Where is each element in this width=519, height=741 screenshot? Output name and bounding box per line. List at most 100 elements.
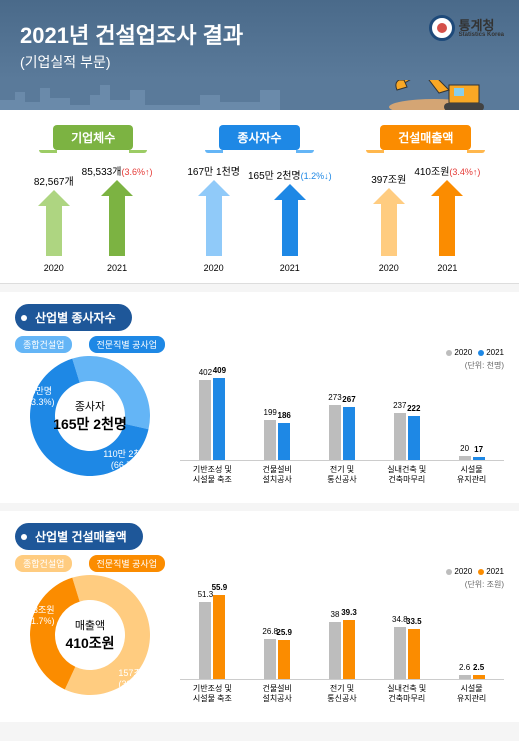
bars: 51.3 55.9 26.8 25.9 38 39.3 34.8 33.5 2.… <box>180 580 504 680</box>
arrow: 85,533개(3.6%↑) 2021 <box>82 163 153 273</box>
arrow-value: 85,533개(3.6%↑) <box>82 163 153 178</box>
arrow-value: 82,567개 <box>34 173 74 188</box>
bar-group: 20 17 <box>459 456 485 460</box>
bar-labels: 기반조성 및시설물 축조건물설비설치공사전기 및통신공사실내건축 및건축마무리시… <box>180 684 504 703</box>
arrow-year: 2020 <box>187 263 240 273</box>
bar-group: 34.8 33.5 <box>394 627 420 679</box>
section-title-1: 산업별 종사자수 <box>15 304 132 331</box>
bar: 186 <box>278 423 290 460</box>
bars: 402 409 199 186 273 267 237 222 20 17 <box>180 361 504 461</box>
donut-center: 종사자 165만 2천명 <box>53 398 127 434</box>
arrow: 410조원(3.4%↑) 2021 <box>414 163 480 273</box>
logo: 통계청 Statistics Korea <box>429 15 504 41</box>
arrow-value: 397조원 <box>371 171 406 186</box>
bar: 26.8 <box>264 639 276 679</box>
bar-group: 51.3 55.9 <box>199 595 225 679</box>
bar: 222 <box>408 416 420 460</box>
bar-group: 273 267 <box>329 405 355 460</box>
legend: 20202021 <box>180 567 504 576</box>
bar-label: 건물설비설치공사 <box>255 465 300 484</box>
metric-tab: 종사자수 <box>219 125 299 150</box>
header: 2021년 건설업조사 결과 (기업실적 부문) 통계청 Statistics … <box>0 0 519 80</box>
bar: 25.9 <box>278 640 290 679</box>
bar-label: 건물설비설치공사 <box>255 684 300 703</box>
donut-value: 253조원(61.7%) <box>23 605 55 627</box>
bar-label: 시설물유지관리 <box>449 684 494 703</box>
donut-center: 매출액 410조원 <box>65 617 114 653</box>
arrow-icon <box>198 180 230 256</box>
bar-label: 전기 및통신공사 <box>319 465 364 484</box>
bar: 267 <box>343 407 355 460</box>
arrow-icon <box>274 184 306 256</box>
bar: 39.3 <box>343 620 355 679</box>
chart-unit: (단위: 조원) <box>465 579 504 590</box>
arrow-value: 167만 1천명 <box>187 163 240 178</box>
excavator-icon <box>379 80 499 110</box>
bar-chart-employees: 20202021 (단위: 천명) 402 409 199 186 273 267… <box>180 348 504 484</box>
arrows: 167만 1천명 2020165만 2천명(1.2%↓) 2021 <box>176 163 342 273</box>
metric-tab: 건설매출액 <box>380 125 471 150</box>
bar: 17 <box>473 457 485 460</box>
bar-label: 실내건축 및건축마무리 <box>384 684 429 703</box>
bar: 51.3 <box>199 602 211 679</box>
metric-tab: 기업체수 <box>53 125 133 150</box>
bar: 38 <box>329 622 341 679</box>
logo-text: 통계청 Statistics Korea <box>459 19 504 38</box>
donut-value: 55만명(33.3%) <box>23 386 55 408</box>
arrow-year: 2021 <box>414 263 480 273</box>
bar-group: 237 222 <box>394 413 420 460</box>
arrow-value: 410조원(3.4%↑) <box>414 163 480 178</box>
bar-group: 38 39.3 <box>329 620 355 679</box>
arrow-year: 2021 <box>82 263 153 273</box>
top-metrics: 기업체수82,567개 202085,533개(3.6%↑) 2021종사자수1… <box>0 110 519 284</box>
bar-label: 시설물유지관리 <box>449 465 494 484</box>
arrow-year: 2020 <box>371 263 406 273</box>
bar: 33.5 <box>408 629 420 679</box>
arrow-icon <box>431 180 463 256</box>
donut-revenue: 종합건설업 전문직별 공사업 253조원(61.7%) 157조원(38.3%)… <box>15 560 165 710</box>
bar: 2.6 <box>459 675 471 679</box>
donut-value: 157조원(38.3%) <box>118 668 150 690</box>
arrow-year: 2021 <box>248 263 332 273</box>
section-title-2: 산업별 건설매출액 <box>15 523 143 550</box>
arrow: 397조원 2020 <box>371 171 406 273</box>
arrow: 167만 1천명 2020 <box>187 163 240 273</box>
bar-label: 전기 및통신공사 <box>319 684 364 703</box>
bar-group: 26.8 25.9 <box>264 639 290 679</box>
header-silhouette <box>0 80 519 110</box>
metric-group: 종사자수167만 1천명 2020165만 2천명(1.2%↓) 2021 <box>176 125 342 273</box>
bar: 237 <box>394 413 406 460</box>
bar: 409 <box>213 378 225 460</box>
donut-seg-label: 전문직별 공사업 <box>89 555 165 572</box>
donut-seg-label: 종합건설업 <box>15 555 72 572</box>
bar: 20 <box>459 456 471 460</box>
arrows: 397조원 2020410조원(3.4%↑) 2021 <box>343 163 509 273</box>
bar: 55.9 <box>213 595 225 679</box>
donut-value: 110만 2천명(66.7%) <box>103 449 150 471</box>
bar: 199 <box>264 420 276 460</box>
bar-chart-revenue: 20202021 (단위: 조원) 51.3 55.9 26.8 25.9 38 … <box>180 567 504 703</box>
page-subtitle: (기업실적 부문) <box>20 52 499 72</box>
bar: 402 <box>199 380 211 460</box>
legend: 20202021 <box>180 348 504 357</box>
bar-group: 402 409 <box>199 378 225 460</box>
section-revenue: 산업별 건설매출액 종합건설업 전문직별 공사업 253조원(61.7%) 15… <box>0 511 519 722</box>
bar-group: 2.6 2.5 <box>459 675 485 679</box>
donut-seg-label: 전문직별 공사업 <box>89 336 165 353</box>
arrows: 82,567개 202085,533개(3.6%↑) 2021 <box>10 163 176 273</box>
bar-label: 기반조성 및시설물 축조 <box>190 465 235 484</box>
arrow: 165만 2천명(1.2%↓) 2021 <box>248 167 332 273</box>
bar-label: 실내건축 및건축마무리 <box>384 465 429 484</box>
logo-icon <box>429 15 455 41</box>
metric-group: 기업체수82,567개 202085,533개(3.6%↑) 2021 <box>10 125 176 273</box>
arrow-icon <box>101 180 133 256</box>
bar: 273 <box>329 405 341 460</box>
arrow-value: 165만 2천명(1.2%↓) <box>248 167 332 182</box>
arrow: 82,567개 2020 <box>34 173 74 273</box>
donut-employees: 종합건설업 전문직별 공사업 55만명(33.3%) 110만 2천명(66.7… <box>15 341 165 491</box>
metric-group: 건설매출액397조원 2020410조원(3.4%↑) 2021 <box>343 125 509 273</box>
bar: 2.5 <box>473 675 485 679</box>
donut-seg-label: 종합건설업 <box>15 336 72 353</box>
arrow-icon <box>373 188 405 256</box>
chart-unit: (단위: 천명) <box>465 360 504 371</box>
